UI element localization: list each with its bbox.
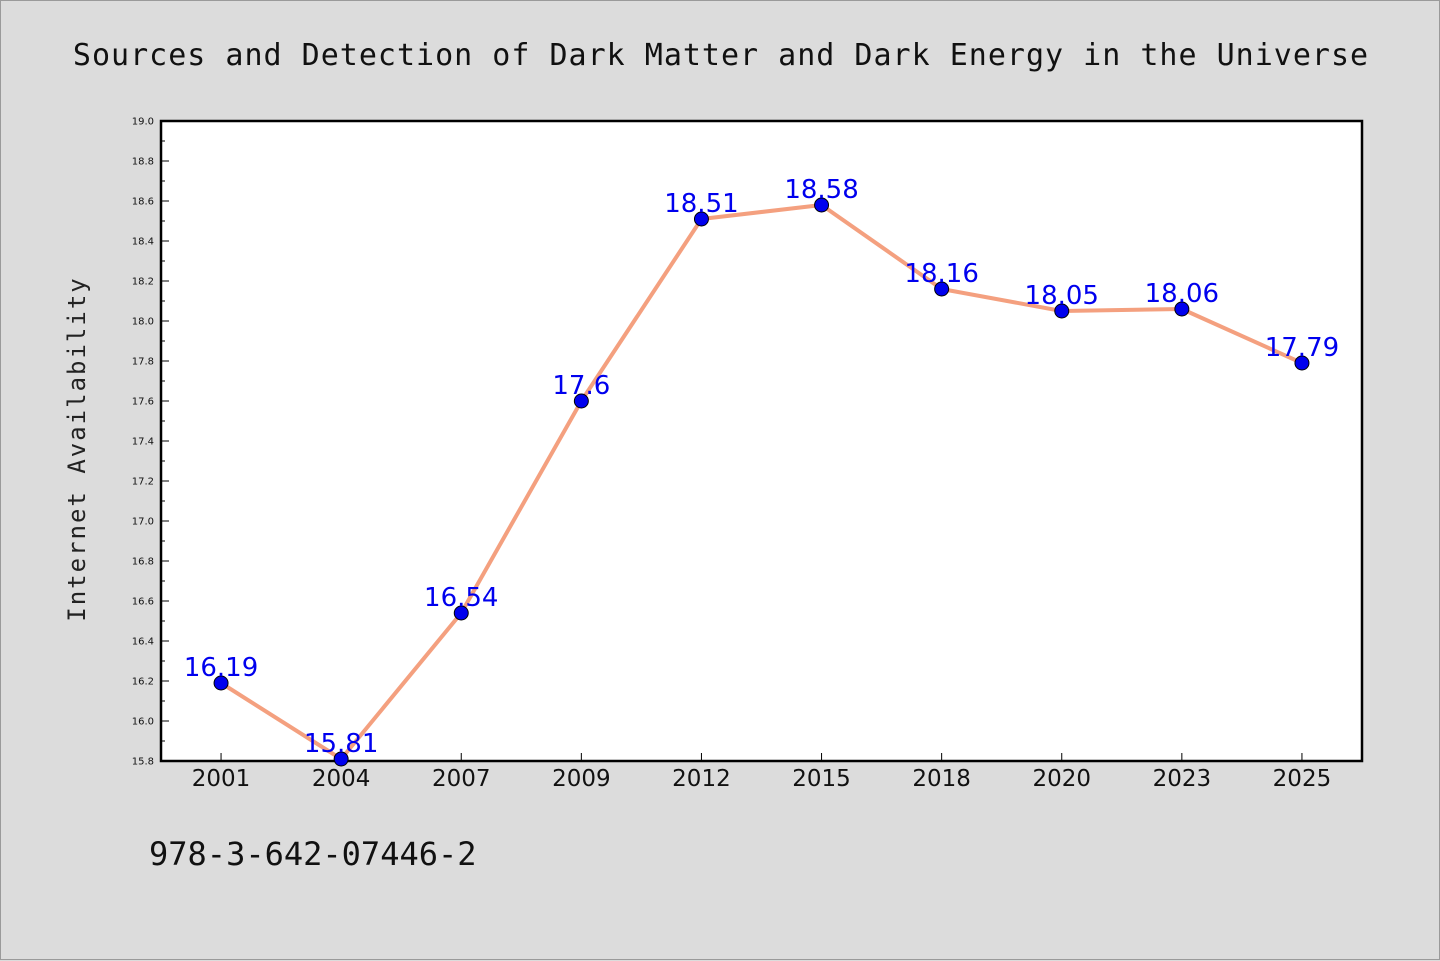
y-tick-label: 18.4 bbox=[132, 237, 154, 248]
x-tick-label: 2007 bbox=[432, 766, 491, 792]
x-tick-label: 2009 bbox=[552, 766, 611, 792]
y-tick-label: 18.6 bbox=[132, 197, 154, 208]
y-tick-label: 17.0 bbox=[132, 517, 154, 528]
y-tick-label: 16.0 bbox=[132, 717, 154, 728]
series-line bbox=[219, 203, 1304, 761]
x-tick-label: 2012 bbox=[672, 766, 731, 792]
data-label: 18.51 bbox=[664, 189, 738, 219]
y-tick-label: 17.4 bbox=[132, 437, 154, 448]
y-axis-ticks: 15.8 16.0 16.2 16.4 16.6 16.8 17.0 17.2 17.4 17.6… bbox=[132, 117, 169, 768]
series-group: 16.19 15.81 16.54 17.6 18.51 18.58 18.16 18.05 1… bbox=[184, 175, 1339, 767]
data-point bbox=[934, 281, 950, 297]
data-point bbox=[1174, 301, 1190, 317]
data-point bbox=[573, 393, 589, 409]
y-tick-label: 19.0 bbox=[132, 117, 154, 128]
data-point bbox=[814, 197, 830, 213]
chart-title: Sources and Detection of Dark Matter and… bbox=[73, 38, 1369, 73]
data-label: 17.79 bbox=[1265, 333, 1339, 363]
data-label: 18.16 bbox=[904, 259, 978, 289]
y-tick-label: 16.6 bbox=[132, 597, 154, 608]
x-axis-ticks: 2001 2004 2007 2009 2012 2015 2018 2020 2023 2025 bbox=[192, 753, 1331, 792]
x-tick-label: 2023 bbox=[1153, 766, 1212, 792]
data-point bbox=[453, 605, 469, 621]
y-tick-label: 16.2 bbox=[132, 677, 154, 688]
y-tick-label: 17.8 bbox=[132, 357, 154, 368]
y-tick-label: 18.2 bbox=[132, 277, 154, 288]
data-label: 17.6 bbox=[552, 371, 610, 401]
y-tick-label: 16.8 bbox=[132, 557, 154, 568]
y-tick-label: 18.8 bbox=[132, 157, 154, 168]
y-tick-label: 15.8 bbox=[132, 757, 154, 768]
data-label: 16.54 bbox=[424, 583, 498, 613]
x-tick-label: 2004 bbox=[312, 766, 371, 792]
y-tick-label: 17.6 bbox=[132, 397, 154, 408]
data-label: 18.58 bbox=[784, 175, 858, 205]
isbn-footer: 978-3-642-07446-2 bbox=[149, 835, 477, 873]
data-label: 18.06 bbox=[1145, 279, 1219, 309]
data-label: 16.19 bbox=[184, 653, 258, 683]
x-tick-label: 2020 bbox=[1032, 766, 1091, 792]
y-axis-label: Internet Availability bbox=[63, 276, 91, 621]
y-tick-label: 16.4 bbox=[132, 637, 154, 648]
data-label: 15.81 bbox=[304, 729, 378, 759]
data-point bbox=[213, 675, 229, 691]
x-tick-label: 2001 bbox=[192, 766, 251, 792]
data-point bbox=[1054, 303, 1070, 319]
y-tick-label: 17.2 bbox=[132, 477, 154, 488]
y-tick-label: 18.0 bbox=[132, 317, 154, 328]
x-tick-label: 2015 bbox=[792, 766, 851, 792]
data-point bbox=[333, 751, 349, 767]
x-tick-label: 2025 bbox=[1273, 766, 1332, 792]
plot-area bbox=[159, 119, 1364, 763]
data-point bbox=[693, 211, 709, 227]
data-point bbox=[1294, 355, 1310, 371]
x-tick-label: 2018 bbox=[912, 766, 971, 792]
data-label: 18.05 bbox=[1025, 281, 1099, 311]
